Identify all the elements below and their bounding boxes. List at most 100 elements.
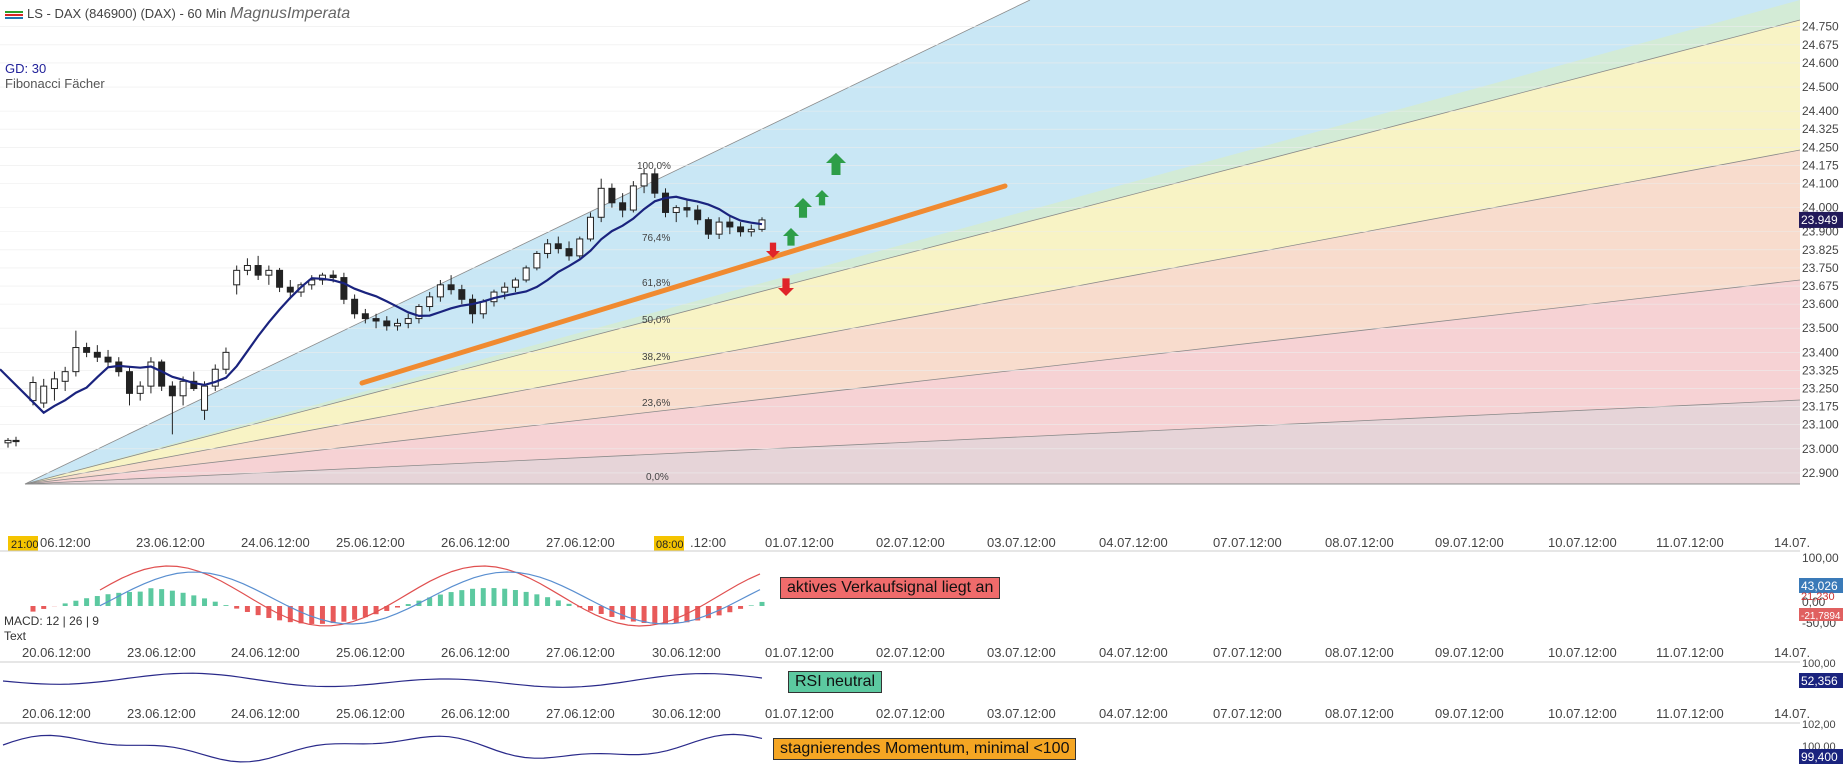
macd-bar-52: [566, 603, 572, 606]
fan-ray-3: [24, 279, 1801, 485]
rsi-time-label-9: 03.07.12:00: [987, 706, 1056, 721]
fib-level-2: 61,8%: [642, 278, 670, 289]
macd-bar-19: [212, 601, 218, 606]
price-tick-20: 23.100: [1802, 418, 1839, 432]
down-arrow-1: [778, 278, 794, 296]
rsi-time-label-0: 20.06.12:00: [22, 706, 91, 721]
time-label-2: 24.06.12:00: [241, 535, 310, 550]
sma-line: [0, 195, 763, 415]
time-label-12: 08.07.12:00: [1325, 535, 1394, 550]
macd-time-label-16: 14.07.: [1774, 645, 1810, 660]
momentum-signal-text: stagnierendes Momentum, minimal <100: [773, 738, 1077, 760]
candlestick-series: [4, 169, 766, 448]
macd-time-label-9: 03.07.12:00: [987, 645, 1056, 660]
fib-level-0: 100,0%: [637, 161, 671, 172]
candle-body-53: [576, 238, 584, 257]
macd-bar-24: [266, 606, 272, 618]
candle-body-58: [629, 185, 637, 211]
candle-body-59: [640, 173, 648, 187]
macd-line: [99, 565, 761, 627]
candle-body-2: [29, 382, 37, 402]
macd-bar-7: [84, 598, 90, 606]
candle-body-5: [61, 371, 69, 382]
macd-time-label-11: 07.07.12:00: [1213, 645, 1282, 660]
price-tick-10: 23.900: [1802, 225, 1839, 239]
macd-bar-35: [384, 606, 390, 611]
rsi-panel: 100,00 52,356 20.06.12:00 23.06.12:00 24.06.…: [0, 658, 1843, 724]
rsi-time-label-13: 09.07.12:00: [1435, 706, 1504, 721]
time-label-10: 04.07.12:00: [1099, 535, 1168, 550]
candle-body-19: [211, 368, 219, 387]
candle-body-51: [554, 243, 562, 250]
candle-body-24: [265, 269, 273, 276]
macd-bar-39: [427, 597, 433, 606]
macd-bar-21: [234, 606, 240, 609]
author-name: MagnusImperata: [230, 5, 351, 22]
rsi-value-box: [1799, 673, 1843, 688]
macd-bar-43: [470, 588, 476, 606]
time-badge-box-1: [654, 536, 684, 551]
candle-body-12: [136, 385, 144, 394]
macd-bar-23: [255, 606, 261, 616]
time-label-5: 27.06.12:00: [546, 535, 615, 550]
candle-body-64: [694, 209, 702, 221]
rsi-line: [2, 672, 763, 688]
rsi-time-label-10: 04.07.12:00: [1099, 706, 1168, 721]
macd-bar-68: [738, 606, 744, 609]
macd-bar-45: [491, 588, 497, 606]
macd-bar-49: [534, 594, 540, 606]
macd-bar-14: [159, 589, 165, 606]
candle-body-14: [158, 361, 166, 387]
macd-bar-20: [223, 605, 229, 606]
macd-time-label-14: 10.07.12:00: [1548, 645, 1617, 660]
macd-bar-9: [105, 594, 111, 606]
price-tick-17: 23.325: [1802, 363, 1839, 377]
rsi-time-label-1: 23.06.12:00: [127, 706, 196, 721]
rsi-time-label-16: 14.07.: [1774, 706, 1810, 721]
macd-params-label: MACD: 12 | 26 | 9: [4, 614, 99, 628]
momentum-line: [2, 733, 763, 763]
macd-bar-69: [748, 605, 754, 606]
time-badge-0: 21:00: [11, 539, 39, 551]
time-label-8: 02.07.12:00: [876, 535, 945, 550]
time-label-1: 23.06.12:00: [136, 535, 205, 550]
price-axis: 24.750 24.675 24.600 24.500 24.400 24.325 24.2…: [1799, 20, 1843, 480]
macd-bar-12: [137, 591, 143, 606]
chart-header: LS - DAX (846900) (DAX) - 60 Min MagnusI…: [5, 5, 350, 23]
macd-bar-3: [41, 606, 47, 609]
fan-zone-1: [25, 0, 1800, 484]
candle-body-9: [104, 356, 112, 363]
macd-bar-57: [620, 606, 626, 620]
macd-bar-55: [598, 606, 604, 614]
macd-time-label-12: 08.07.12:00: [1325, 645, 1394, 660]
macd-value: 43,026: [1801, 579, 1838, 593]
macd-bar-17: [191, 595, 197, 606]
macd-bar-30: [330, 606, 336, 624]
macd-bar-27: [298, 606, 304, 624]
macd-text-label: Text: [4, 629, 27, 643]
macd-bar-29: [319, 606, 325, 624]
macd-time-label-5: 27.06.12:00: [546, 645, 615, 660]
macd-bar-37: [405, 604, 411, 606]
macd-bar-32: [352, 606, 358, 620]
time-label-0: 06.12:00: [40, 535, 91, 550]
macd-bar-64: [695, 606, 701, 621]
macd-time-label-8: 02.07.12:00: [876, 645, 945, 660]
candle-body-37: [404, 318, 412, 324]
rsi-signal-text: RSI neutral: [788, 671, 883, 693]
price-tick-21: 23.000: [1802, 442, 1839, 456]
candle-body-11: [125, 371, 133, 394]
macd-bar-15: [169, 590, 175, 606]
candle-body-40: [436, 284, 444, 298]
macd-bar-46: [502, 588, 508, 606]
rsi-time-label-15: 11.07.12:00: [1656, 706, 1724, 721]
candle-body-18: [201, 385, 209, 411]
macd-bar-50: [545, 597, 551, 606]
price-tick-12: 23.750: [1802, 261, 1839, 275]
price-tick-11: 23.825: [1802, 243, 1839, 257]
candle-body-35: [383, 320, 391, 327]
fib-level-labels: 100,0% 76,4% 61,8% 50,0% 38,2% 23,6% 0,0%: [637, 161, 671, 483]
signal-arrows: [766, 153, 846, 296]
candle-body-22: [243, 265, 251, 271]
